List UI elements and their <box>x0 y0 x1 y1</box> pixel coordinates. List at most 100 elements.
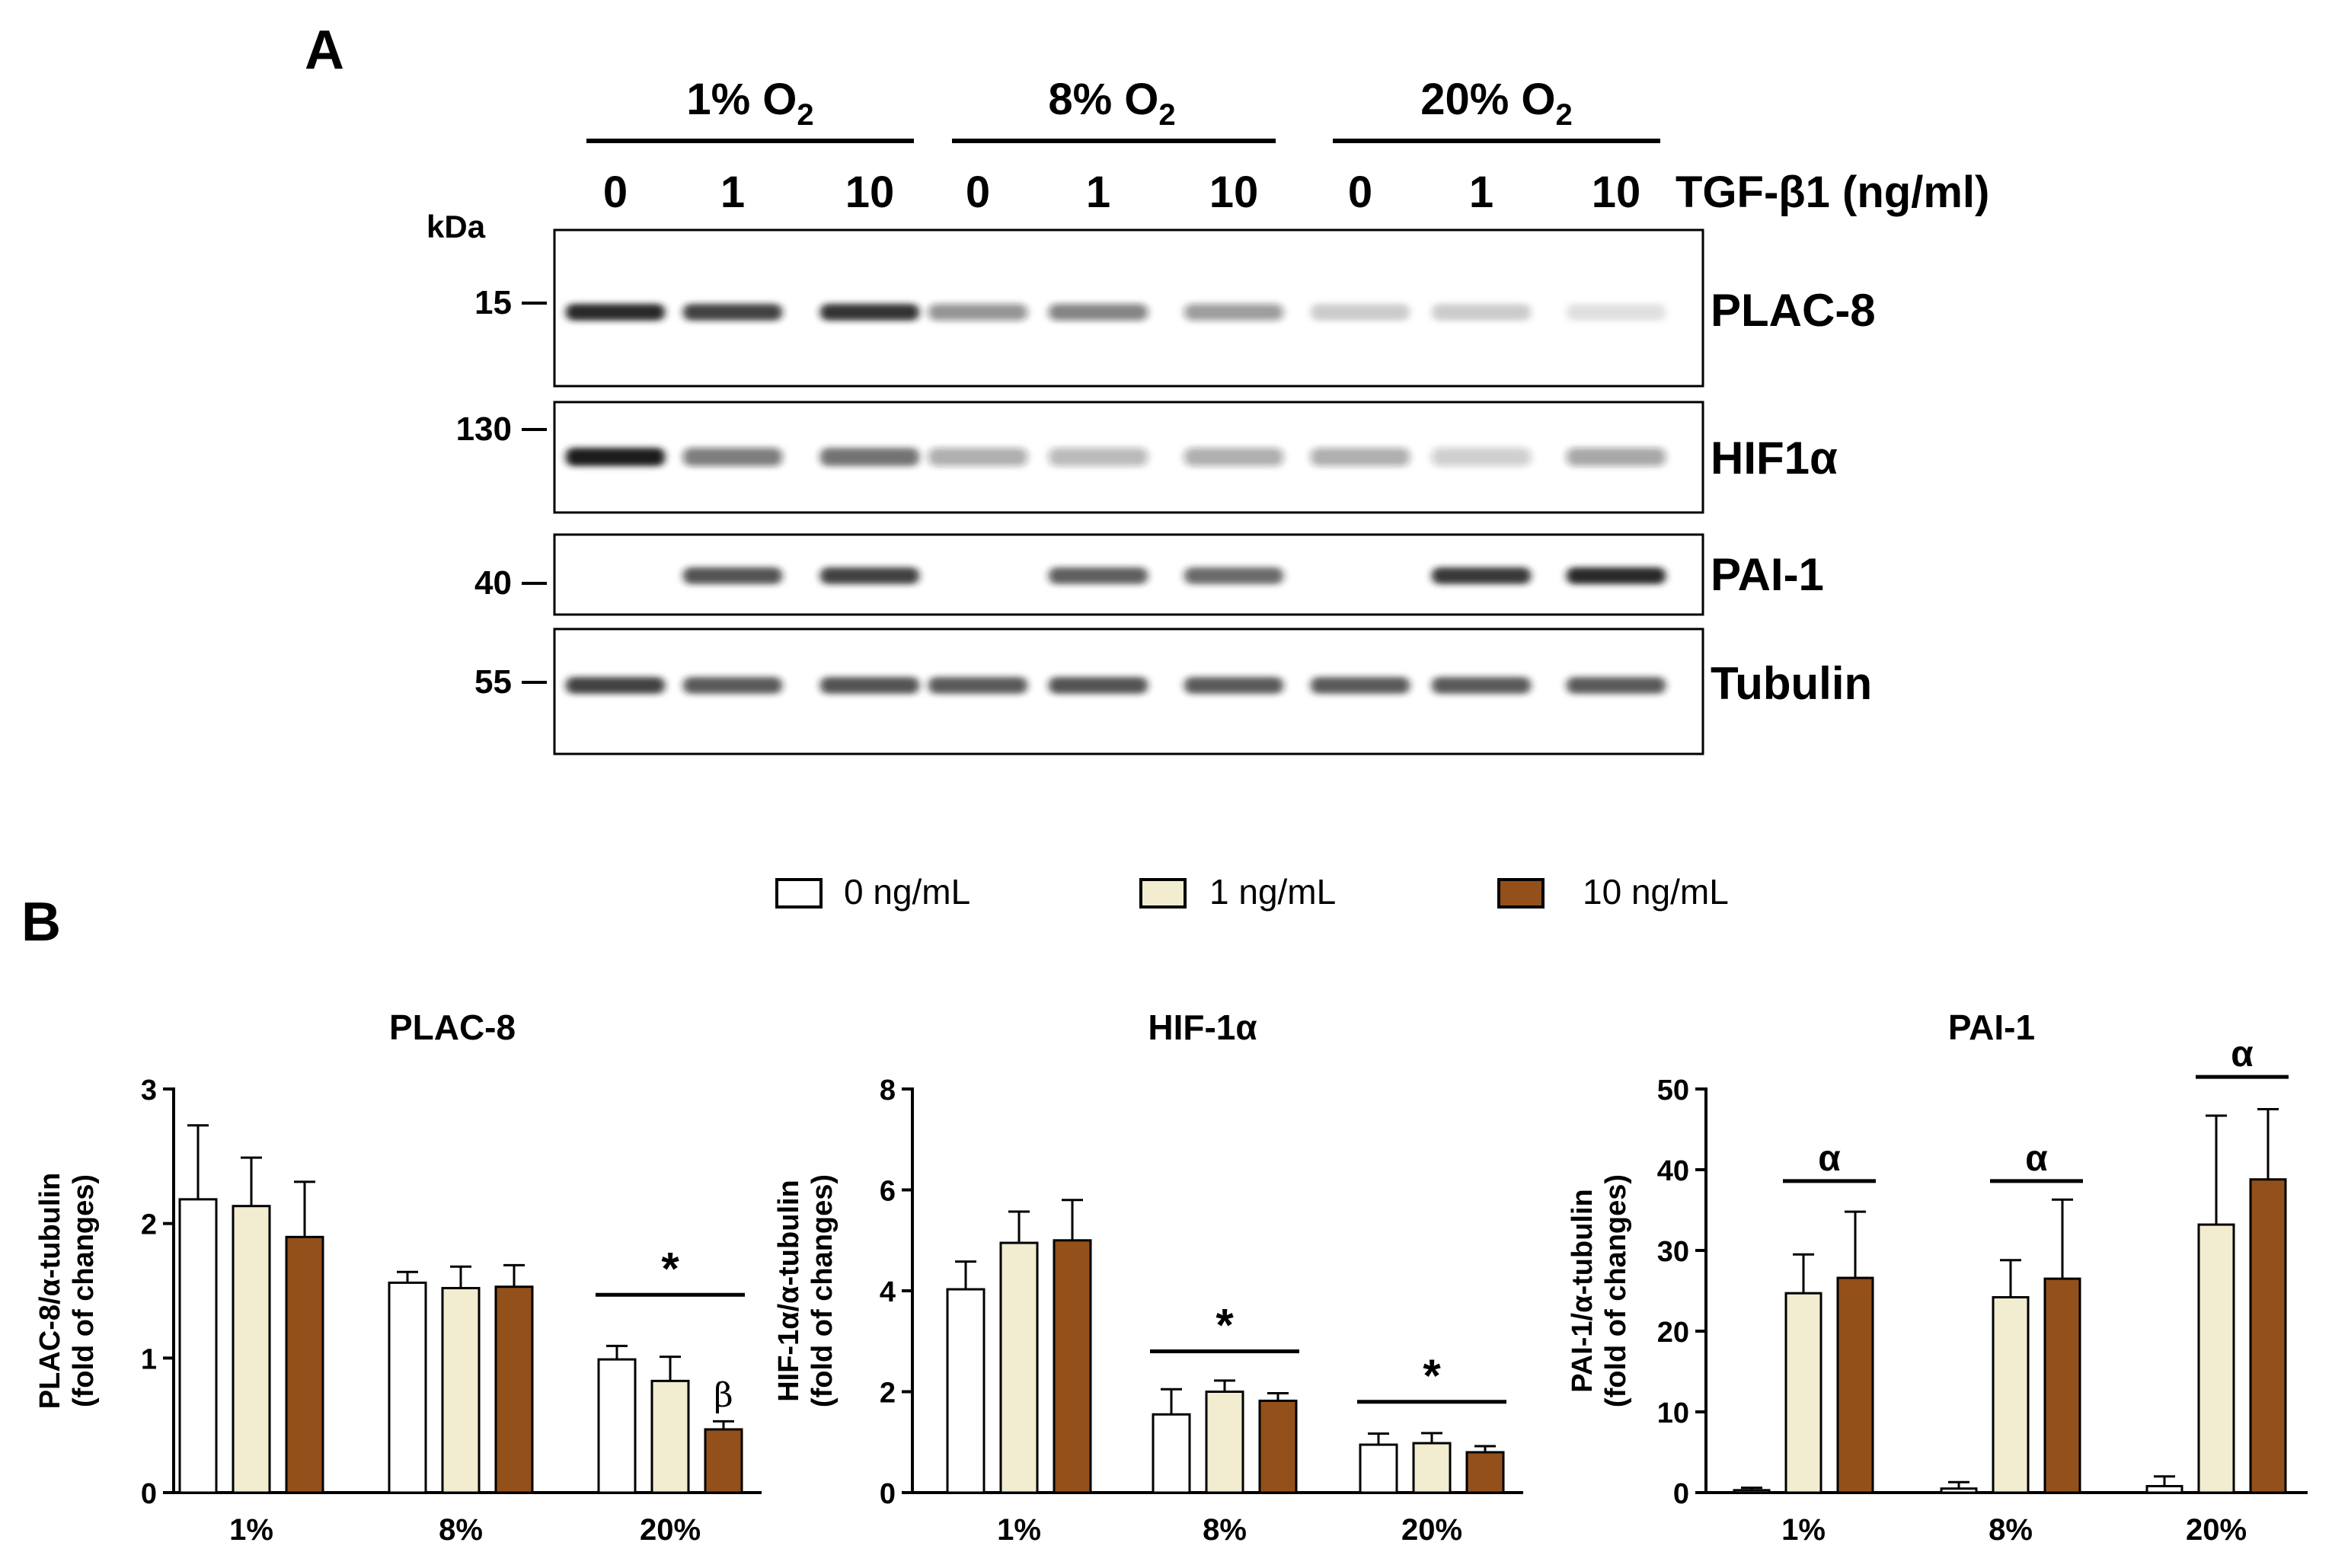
blot-band <box>1049 448 1148 466</box>
y-tick-label: 20 <box>1657 1317 1689 1349</box>
blot-band <box>1184 567 1283 584</box>
significance-mark: * <box>661 1243 679 1294</box>
blot-band <box>1432 304 1531 321</box>
y-tick-label: 50 <box>1657 1075 1689 1107</box>
blot-band <box>1311 448 1410 466</box>
significance-mark: α <box>2025 1138 2048 1179</box>
bar <box>1465 1451 1505 1494</box>
x-tick-label: 20% <box>640 1513 701 1547</box>
bar <box>178 1198 218 1494</box>
bar <box>1258 1399 1298 1494</box>
blot-band <box>1432 677 1531 694</box>
bar <box>1992 1295 2030 1494</box>
blot-band <box>928 677 1027 694</box>
oxygen-group-2: 8% O2 <box>1048 75 1175 132</box>
y-axis-label: PAI-1/α-tubulin <box>1567 1189 1599 1393</box>
blot-bands <box>566 304 1666 694</box>
blot-band <box>683 304 782 321</box>
legend-swatch-1 <box>1139 878 1187 909</box>
legend-swatch-0 <box>775 878 823 909</box>
blot-band <box>928 448 1027 466</box>
bar <box>2145 1485 2183 1494</box>
blot-band <box>820 677 919 694</box>
blot-band <box>1432 567 1531 584</box>
bar <box>1784 1292 1822 1494</box>
y-tick-label: 1 <box>141 1343 157 1375</box>
y-tick-label: 3 <box>141 1075 157 1107</box>
x-tick-label: 1% <box>997 1513 1041 1547</box>
blot-band <box>1049 677 1148 694</box>
chart-title: PLAC-8 <box>389 1008 516 1047</box>
x-tick-label: 8% <box>1989 1513 2033 1547</box>
legend-label-2: 10 ng/mL <box>1583 872 1729 912</box>
chart-title: HIF-1α <box>1148 1008 1257 1047</box>
blot-band <box>1184 677 1283 694</box>
bar <box>494 1285 534 1494</box>
blot-band <box>820 448 919 466</box>
blot-band <box>928 304 1027 321</box>
bar <box>232 1205 271 1494</box>
significance-mark: α <box>1818 1138 1841 1179</box>
kda-marker-hif1a: 130 <box>456 410 512 448</box>
significance-mark: α <box>2231 1034 2254 1075</box>
bar <box>2043 1277 2081 1494</box>
x-tick-label: 1% <box>229 1513 273 1547</box>
lane-label: 10 <box>845 168 895 217</box>
blot-band <box>1567 304 1666 321</box>
blot-band <box>1049 304 1148 321</box>
x-tick-label: 1% <box>1781 1513 1826 1547</box>
bar <box>597 1358 637 1494</box>
y-tick-label: 40 <box>1657 1155 1689 1187</box>
bar <box>1359 1443 1398 1494</box>
bar <box>1733 1489 1771 1494</box>
oxygen-group-3: 20% O2 <box>1420 75 1573 132</box>
panel-a: A 1% O2 8% O2 20% O2 0 1 10 0 1 10 0 1 1… <box>305 20 1989 755</box>
chart-1: HIF-1α 0 2 4 6 8 HIF-1α/α-tubulin (fold of chan… <box>773 1008 1523 1547</box>
kda-label: kDa <box>426 209 486 244</box>
kda-marker-pai1: 40 <box>474 564 512 602</box>
chart-title: PAI-1 <box>1948 1008 2035 1047</box>
y-tick-label: 30 <box>1657 1236 1689 1268</box>
bar <box>2249 1178 2287 1494</box>
blot-name-pai1: PAI-1 <box>1711 549 1824 600</box>
lane-label: 0 <box>1348 168 1372 217</box>
y-tick-label: 2 <box>141 1209 157 1241</box>
bar <box>1053 1239 1092 1494</box>
lane-label: 1 <box>720 168 745 217</box>
kda-marker-plac8: 15 <box>474 284 512 321</box>
blot-band <box>566 677 665 694</box>
lane-label: 1 <box>1086 168 1110 217</box>
lane-label: 1 <box>1469 168 1493 217</box>
y-tick-label: 8 <box>880 1075 896 1107</box>
panel-b: B 0 ng/mL 1 ng/mL 10 ng/mL PLAC-80123PLA… <box>21 872 2308 1547</box>
x-tick-label: 8% <box>1203 1513 1247 1547</box>
blot-band <box>683 567 782 584</box>
blot-band <box>683 677 782 694</box>
bar <box>650 1379 690 1494</box>
treatment-label: TGF-β1 (ng/ml) <box>1676 168 1989 217</box>
oxygen-group-header: 1% O2 8% O2 20% O2 <box>586 75 1660 143</box>
blot-band <box>1311 677 1410 694</box>
y-tick-label: 2 <box>880 1378 896 1410</box>
y-tick-label: 10 <box>1657 1397 1689 1429</box>
blot-band <box>1567 567 1666 584</box>
blot-band <box>820 567 919 584</box>
blot-name-hif1a: HIF1α <box>1711 433 1838 484</box>
blot-band <box>1184 448 1283 466</box>
chart-0: PLAC-8 0 1 2 3 PLAC-8/α-tubulin (fold of chang… <box>34 1008 762 1547</box>
bar <box>999 1241 1039 1494</box>
x-tick-label: 20% <box>2186 1513 2247 1547</box>
panel-a-label: A <box>305 20 344 81</box>
bar <box>946 1288 986 1494</box>
bar <box>441 1286 481 1494</box>
blot-band <box>683 448 782 466</box>
significance-mark: β <box>714 1376 733 1415</box>
bar <box>2197 1223 2235 1494</box>
legend-swatch-2 <box>1497 878 1545 909</box>
blot-band <box>1049 567 1148 584</box>
legend-label-0: 0 ng/mL <box>844 872 970 912</box>
y-tick-label: 0 <box>1673 1478 1689 1510</box>
legend-label-1: 1 ng/mL <box>1209 872 1336 912</box>
blot-band <box>1311 304 1410 321</box>
